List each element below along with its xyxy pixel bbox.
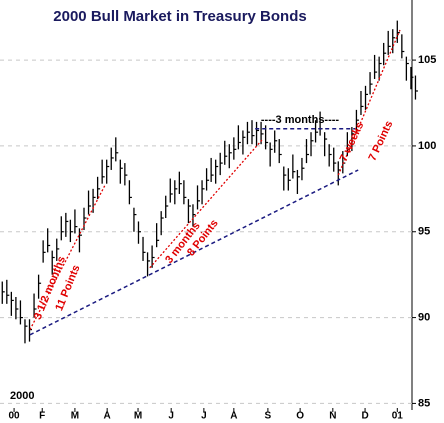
y-tick-label: 90 xyxy=(418,311,430,323)
x-tick-label: J xyxy=(201,411,207,422)
x-tick-label: N xyxy=(329,411,336,422)
x-tick-label: M xyxy=(71,411,79,422)
y-tick-label: 95 xyxy=(418,226,430,238)
x-tick-label: O xyxy=(296,411,304,422)
y-tick-label: 100 xyxy=(418,140,436,152)
x-tick-label: A xyxy=(230,411,237,422)
x-tick-label: A xyxy=(104,411,111,422)
x-tick-label: D xyxy=(361,411,368,422)
x-tick-label: J xyxy=(168,411,174,422)
y-tick-label: 85 xyxy=(418,397,430,409)
x-tick-label: 01 xyxy=(392,411,404,422)
chart-title: 2000 Bull Market in Treasury Bonds xyxy=(53,8,306,25)
y-tick-label: 105 xyxy=(418,54,436,66)
annotation: ----3 months---- xyxy=(261,114,340,126)
trend-line xyxy=(29,169,359,336)
trend-line xyxy=(149,139,263,269)
year-label: 2000 xyxy=(10,390,34,402)
x-tick-label: S xyxy=(265,411,272,422)
trend-line xyxy=(29,185,106,330)
x-tick-label: M xyxy=(134,411,142,422)
x-tick-label: 00 xyxy=(9,411,21,422)
x-tick-label: F xyxy=(39,411,45,422)
